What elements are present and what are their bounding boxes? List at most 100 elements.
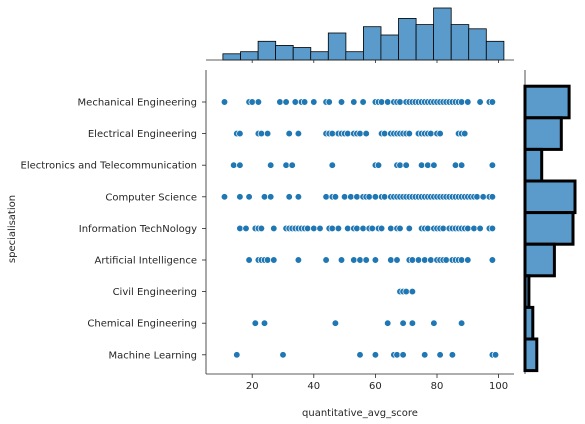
x-tick-label: 80 <box>431 381 444 392</box>
scatter-point <box>347 193 355 201</box>
scatter-point <box>377 224 386 233</box>
scatter-point <box>384 98 392 106</box>
scatter-point <box>439 224 447 233</box>
scatter-point <box>457 98 466 106</box>
marginal-count-bar <box>523 274 531 309</box>
scatter-point <box>368 224 376 233</box>
scatter-point <box>371 256 380 264</box>
histogram-bar <box>310 51 329 61</box>
scatter-point <box>371 193 380 201</box>
x-tick-label: 20 <box>246 381 259 392</box>
scatter-point <box>285 129 293 138</box>
x-tick-label: 40 <box>307 381 320 392</box>
scatter-point <box>236 161 244 169</box>
scatter-point <box>291 98 299 106</box>
scatter-point <box>408 287 417 296</box>
scatter-point <box>399 319 407 327</box>
scatter-point <box>282 161 290 169</box>
scatter-point <box>334 224 343 233</box>
scatter-point <box>396 161 404 169</box>
scatter-point <box>337 256 346 264</box>
scatter-point <box>353 193 361 201</box>
scatter-point <box>436 351 444 359</box>
histogram-bar <box>292 47 312 61</box>
x-tick-labels: 20 40 60 80 100 <box>246 374 508 392</box>
y-tick-label: Artificial Intelligence <box>95 256 198 267</box>
scatter-point <box>362 129 370 138</box>
scatter-point <box>331 193 340 201</box>
scatter-point <box>331 319 340 327</box>
scatter-point <box>470 224 478 233</box>
right-marginal-bars <box>523 70 577 374</box>
scatter-point <box>442 256 450 264</box>
y-axis-title: specialisation <box>7 195 18 263</box>
scatter-point <box>220 193 229 201</box>
top-marginal-histogram <box>206 7 514 63</box>
scatter-point <box>436 129 444 138</box>
scatter-point <box>491 351 500 359</box>
y-tick-label: Electrical Engineering <box>88 129 197 140</box>
x-axis-title: quantitative_avg_score <box>302 408 418 419</box>
scatter-point <box>461 129 469 138</box>
scatter-point <box>325 98 333 106</box>
scatter-point <box>451 161 460 169</box>
scatter-point <box>236 193 244 201</box>
scatter-point <box>300 98 309 106</box>
scatter-point <box>408 256 417 264</box>
scatter-point <box>254 98 263 106</box>
histogram-bar <box>450 24 470 61</box>
scatter-point <box>260 193 269 201</box>
scatter-point <box>430 319 438 327</box>
histogram-bar <box>433 7 452 61</box>
y-tick-label: Machine Learning <box>109 350 197 361</box>
scatter-point <box>257 224 266 233</box>
scatter-point <box>267 193 275 201</box>
scatter-point <box>371 351 380 359</box>
scatter-point <box>479 193 487 201</box>
scatter-point <box>350 256 358 264</box>
scatter-point <box>421 351 429 359</box>
scatter-point <box>476 98 484 106</box>
scatter-point <box>405 129 413 138</box>
scatter-point <box>464 98 472 106</box>
scatter-point <box>340 193 349 201</box>
scatter-point <box>365 193 373 201</box>
scatter-point <box>270 256 278 264</box>
marginal-count-bar <box>523 179 577 215</box>
scatter-point <box>387 256 395 264</box>
marginal-count-bar <box>523 337 539 373</box>
histogram-bar <box>485 40 505 61</box>
histogram-bar <box>398 17 417 61</box>
scatter-plot-area: Mechanical Engineering Electrical Enginee… <box>7 70 514 419</box>
scatter-point <box>384 319 392 327</box>
scatter-point <box>356 351 364 359</box>
scatter-point <box>430 161 438 169</box>
scatter-point <box>270 224 278 233</box>
scatter-point <box>396 224 404 233</box>
y-tick-label: Civil Engineering <box>113 287 197 298</box>
scatter-point <box>424 224 432 233</box>
scatter-point <box>245 256 253 264</box>
scatter-point <box>359 224 367 233</box>
scatter-point <box>310 224 318 233</box>
scatter-point <box>236 224 244 233</box>
scatter-point <box>488 193 497 201</box>
scatter-point <box>427 256 435 264</box>
histogram-bar <box>362 26 382 61</box>
marginal-count-bar <box>523 242 556 278</box>
scatter-point <box>402 161 410 169</box>
scatter-point <box>233 351 241 359</box>
y-tick-label: Information TechNology <box>79 224 197 235</box>
scatter-point <box>427 129 435 138</box>
scatter-point <box>294 256 303 264</box>
scatter-point <box>322 256 330 264</box>
scatter-point <box>328 161 336 169</box>
y-tick-label: Mechanical Engineering <box>78 98 197 109</box>
scatter-point <box>387 224 395 233</box>
y-tick-label: Chemical Engineering <box>87 319 197 330</box>
scatter-point <box>399 351 407 359</box>
scatter-point <box>248 98 256 106</box>
scatter-point <box>457 319 466 327</box>
histogram-bar <box>240 51 259 61</box>
scatter-point <box>356 129 364 138</box>
